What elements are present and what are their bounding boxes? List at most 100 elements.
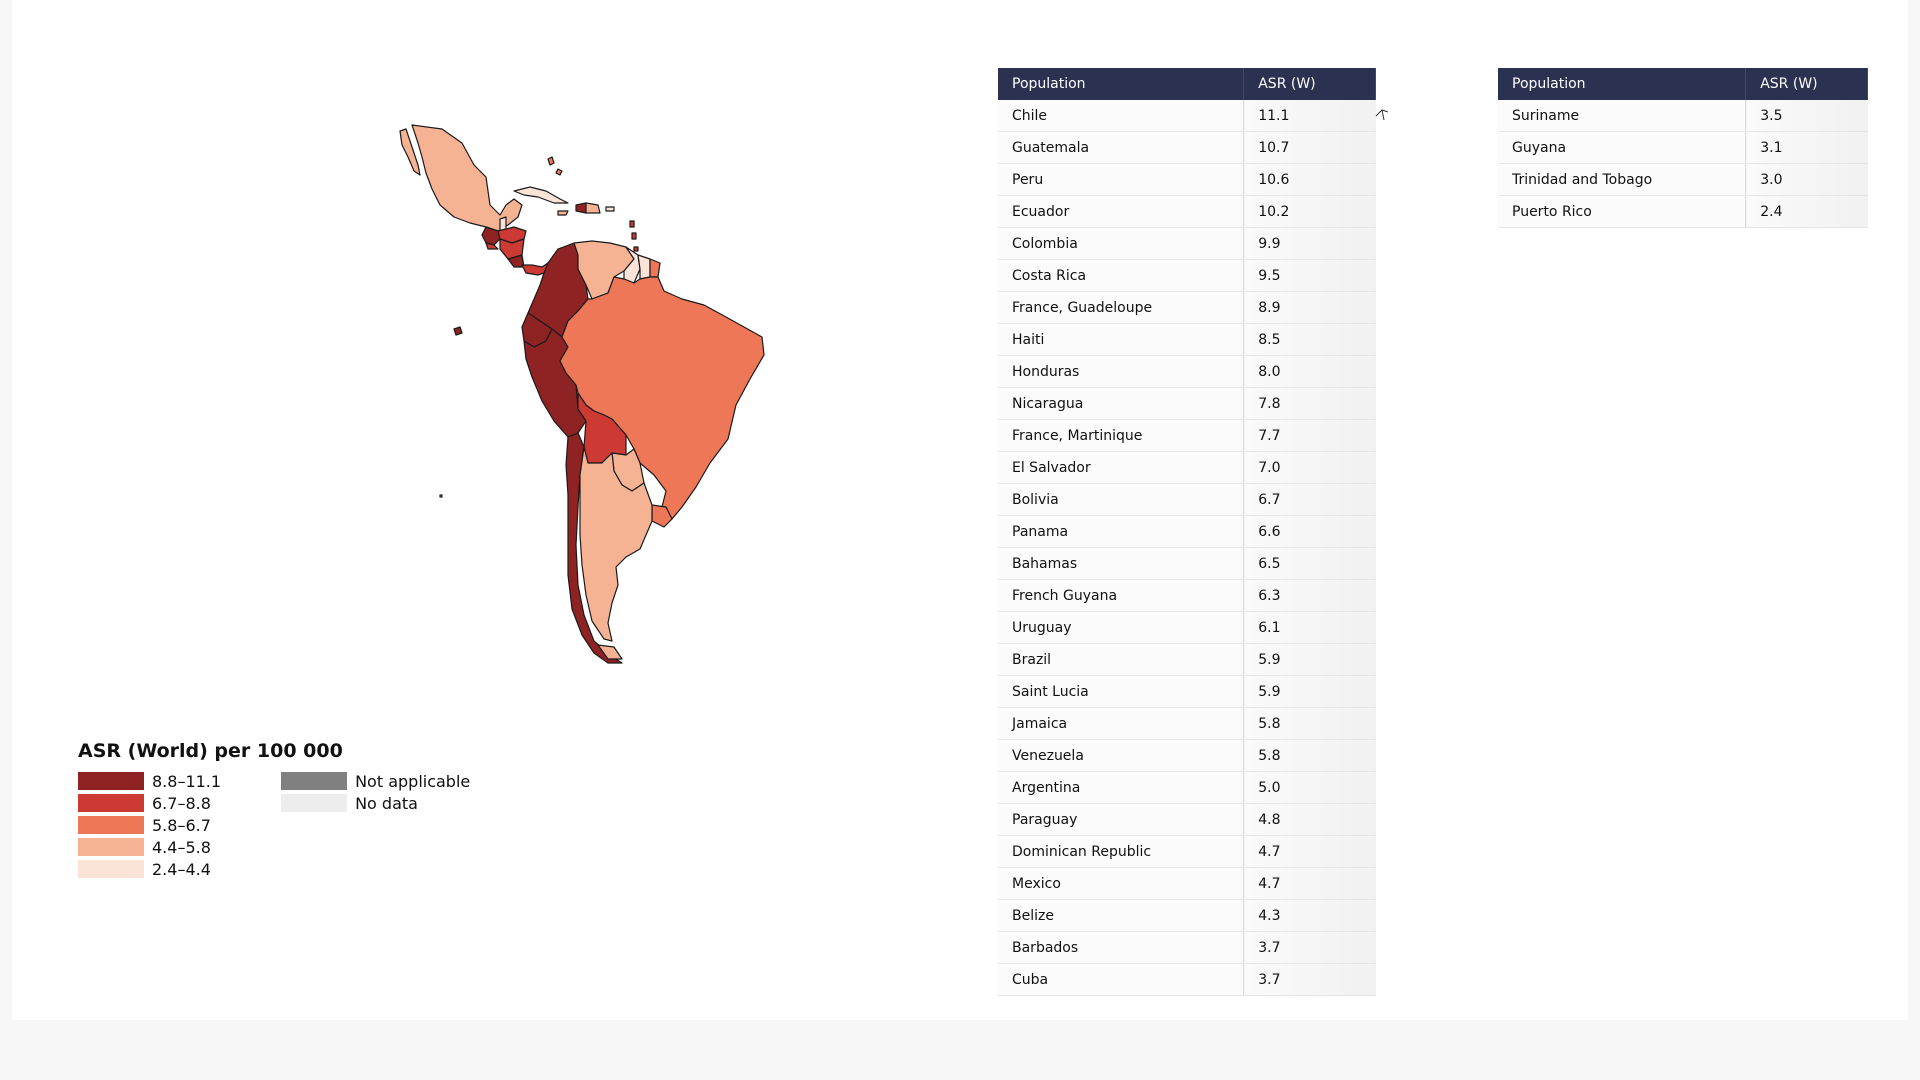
cell-population: Puerto Rico bbox=[1498, 195, 1746, 228]
cell-asr: 5.8 bbox=[1243, 707, 1376, 740]
region-baja-california bbox=[399, 128, 421, 176]
region-mexico bbox=[411, 124, 523, 232]
cell-asr: 5.9 bbox=[1243, 643, 1376, 676]
pointer-cursor-icon bbox=[1375, 109, 1389, 121]
cell-population: Brazil bbox=[998, 643, 1244, 676]
cell-asr: 10.2 bbox=[1243, 195, 1376, 228]
legend-label: 5.8–6.7 bbox=[152, 815, 211, 835]
cell-population: Guyana bbox=[1498, 131, 1746, 164]
table-row: Bahamas 6.5 bbox=[998, 547, 1376, 580]
legend-label: 4.4–5.8 bbox=[152, 837, 211, 857]
cell-asr: 4.7 bbox=[1243, 867, 1376, 900]
table-row: Puerto Rico 2.4 bbox=[1498, 195, 1868, 228]
asr-table-right: Population ASR (W) Suriname 3.5 Guyana 3.1 T… bbox=[1498, 68, 1868, 228]
figure-canvas: ASR (World) per 100 000 8.8–11.1 6.7–8.8… bbox=[12, 0, 1908, 1020]
cell-population: Haiti bbox=[998, 323, 1244, 356]
table-header-row: Population ASR (W) bbox=[998, 68, 1376, 100]
asr-table-left: Population ASR (W) Chile 11.1 Guatemala 10.… bbox=[998, 68, 1376, 996]
table-row: Nicaragua 7.8 bbox=[998, 387, 1376, 420]
table-row: Barbados 3.7 bbox=[998, 931, 1376, 964]
table-row: Suriname 3.5 bbox=[1498, 100, 1868, 132]
column-header-population: Population bbox=[998, 68, 1245, 100]
region-puerto-rico bbox=[605, 206, 615, 212]
cell-population: Trinidad and Tobago bbox=[1498, 163, 1746, 196]
table-row: Ecuador 10.2 bbox=[998, 195, 1376, 228]
region-peru bbox=[523, 328, 587, 438]
table-row: Brazil 5.9 bbox=[998, 643, 1376, 676]
cell-population: Costa Rica bbox=[998, 259, 1244, 292]
cell-population: Dominican Republic bbox=[998, 835, 1244, 868]
cell-population: Panama bbox=[998, 515, 1244, 548]
cell-population: France, Martinique bbox=[998, 419, 1244, 452]
region-el-salvador bbox=[485, 242, 499, 250]
region-bahamas bbox=[547, 156, 563, 176]
region-tierra-del-fuego bbox=[597, 644, 623, 660]
cell-population: Saint Lucia bbox=[998, 675, 1244, 708]
cell-asr: 7.0 bbox=[1243, 451, 1376, 484]
legend-label: 6.7–8.8 bbox=[152, 793, 211, 813]
table-row: Uruguay 6.1 bbox=[998, 611, 1376, 644]
table-row: El Salvador 7.0 bbox=[998, 451, 1376, 484]
cell-asr: 9.9 bbox=[1243, 227, 1376, 260]
cell-population: Uruguay bbox=[998, 611, 1244, 644]
cell-asr: 9.5 bbox=[1243, 259, 1376, 292]
table-row: French Guyana 6.3 bbox=[998, 579, 1376, 612]
cell-asr: 3.7 bbox=[1243, 931, 1376, 964]
cell-population: Ecuador bbox=[998, 195, 1244, 228]
table-body: Chile 11.1 Guatemala 10.7 Peru 10.6 Ecuador 10.… bbox=[998, 100, 1376, 996]
legend-item: Not applicable bbox=[281, 771, 471, 791]
table-row: Guatemala 10.7 bbox=[998, 131, 1376, 164]
legend-label: Not applicable bbox=[355, 771, 471, 791]
cell-population: Bahamas bbox=[998, 547, 1244, 580]
cell-asr: 11.1 bbox=[1243, 100, 1376, 132]
cell-population: Suriname bbox=[1498, 100, 1746, 132]
cell-asr: 2.4 bbox=[1745, 195, 1868, 228]
legend-label: 8.8–11.1 bbox=[152, 771, 222, 791]
cell-population: Guatemala bbox=[998, 131, 1244, 164]
cell-population: Paraguay bbox=[998, 803, 1244, 836]
legend-other: Not applicable No data bbox=[281, 772, 470, 878]
cell-asr: 10.6 bbox=[1243, 163, 1376, 196]
table-row: Venezuela 5.8 bbox=[998, 739, 1376, 772]
table-row: Panama 6.6 bbox=[998, 515, 1376, 548]
region-dominican-republic bbox=[585, 202, 601, 214]
cell-population: Cuba bbox=[998, 963, 1244, 996]
cell-population: Barbados bbox=[998, 931, 1244, 964]
table-row: France, Martinique 7.7 bbox=[998, 419, 1376, 452]
cell-population: Nicaragua bbox=[998, 387, 1244, 420]
cell-asr: 8.5 bbox=[1243, 323, 1376, 356]
table-row: Trinidad and Tobago 3.0 bbox=[1498, 163, 1868, 196]
table-row: Paraguay 4.8 bbox=[998, 803, 1376, 836]
legend-item: No data bbox=[281, 793, 470, 813]
region-argentina bbox=[579, 446, 653, 642]
cell-population: French Guyana bbox=[998, 579, 1244, 612]
cell-asr: 6.3 bbox=[1243, 579, 1376, 612]
cell-population: Jamaica bbox=[998, 707, 1244, 740]
cell-asr: 6.1 bbox=[1243, 611, 1376, 644]
legend-title: ASR (World) per 100 000 bbox=[78, 740, 343, 762]
column-header-population: Population bbox=[1498, 68, 1747, 100]
region-small-island bbox=[439, 494, 443, 498]
region-galapagos bbox=[453, 326, 463, 336]
column-header-asr: ASR (W) bbox=[1745, 68, 1868, 100]
region-suriname bbox=[637, 254, 651, 280]
cell-asr: 3.1 bbox=[1745, 131, 1868, 164]
latin-america-map-svg bbox=[399, 124, 765, 664]
legend-label: No data bbox=[355, 793, 418, 813]
legend-swatch bbox=[281, 772, 348, 790]
cell-asr: 3.0 bbox=[1745, 163, 1868, 196]
cell-population: Honduras bbox=[998, 355, 1244, 388]
cell-asr: 10.7 bbox=[1243, 131, 1376, 164]
cell-asr: 7.7 bbox=[1243, 419, 1376, 452]
legend-item: 4.4–5.8 bbox=[78, 837, 221, 857]
legend-item: 5.8–6.7 bbox=[78, 815, 221, 835]
table-row: Belize 4.3 bbox=[998, 899, 1376, 932]
table-row: Chile 11.1 bbox=[998, 100, 1376, 132]
cell-asr: 8.0 bbox=[1243, 355, 1376, 388]
map-legend: ASR (World) per 100 000 8.8–11.1 6.7–8.8… bbox=[78, 740, 598, 879]
cell-population: Belize bbox=[998, 899, 1244, 932]
cell-asr: 5.9 bbox=[1243, 675, 1376, 708]
legend-swatch bbox=[78, 794, 144, 812]
region-jamaica bbox=[557, 210, 569, 216]
cell-asr: 4.8 bbox=[1243, 803, 1376, 836]
